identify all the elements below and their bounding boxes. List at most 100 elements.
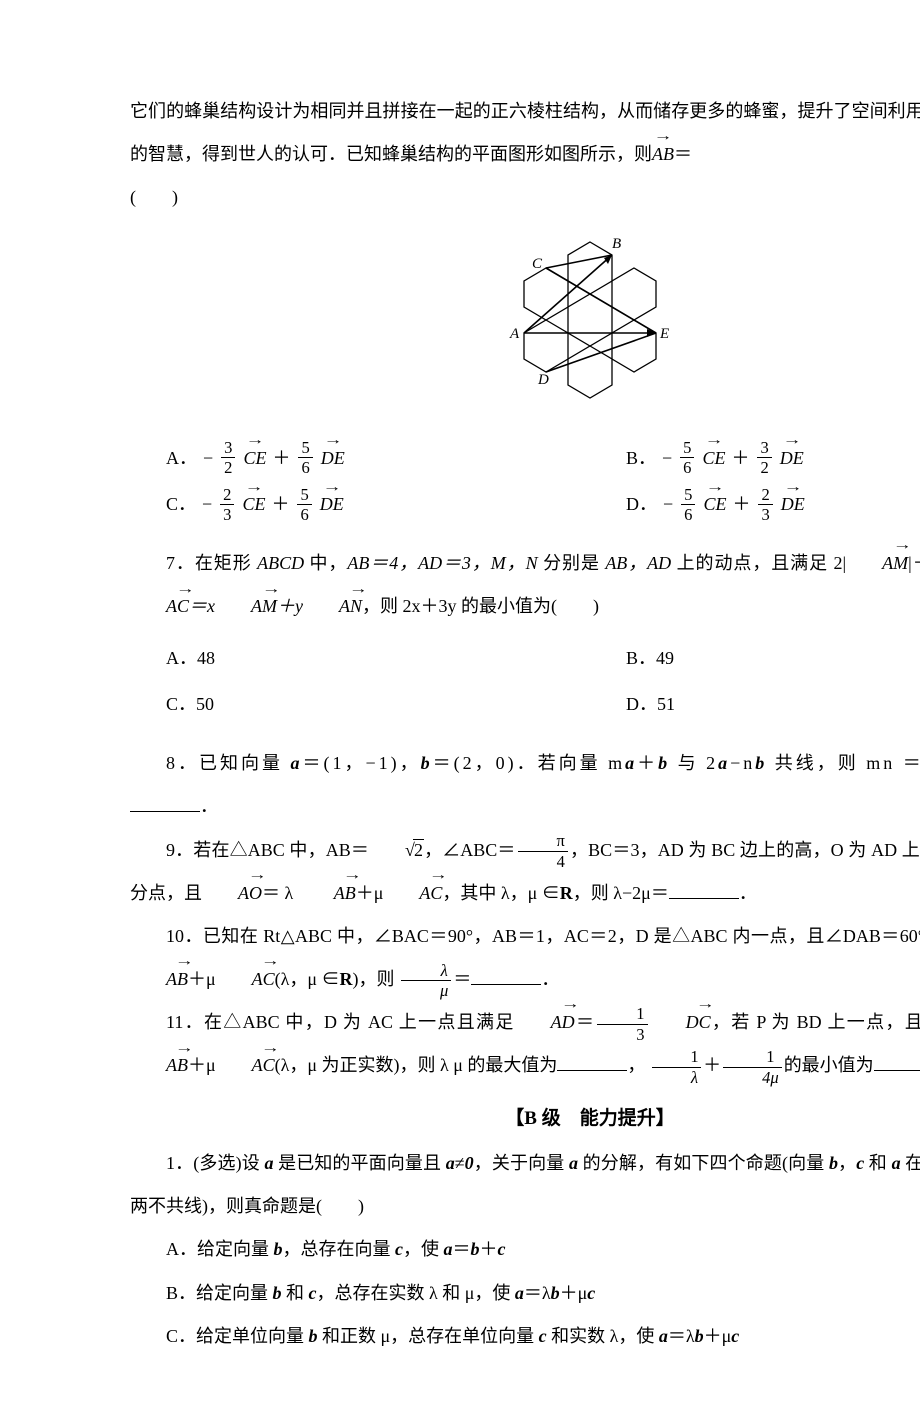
lbl-D: D xyxy=(537,372,549,388)
t: ＋ xyxy=(480,1239,498,1259)
c: c xyxy=(309,1283,317,1303)
a: a xyxy=(659,1326,668,1346)
t: ＝(1，−1)， xyxy=(303,753,421,773)
v: AD xyxy=(551,1012,575,1032)
frac: 23 xyxy=(220,486,234,524)
opt-lead: D． xyxy=(626,481,657,528)
t: ，总存在实数 λ 和 μ，使 xyxy=(317,1283,515,1303)
v: AC xyxy=(166,596,189,616)
q11-stem: 11．在△ABC 中，D 为 AC 上一点且满足AD＝13DC，若 P 为 BD… xyxy=(130,1001,920,1087)
n: π xyxy=(521,832,565,850)
zero: 0 xyxy=(465,1153,474,1173)
q6-text: 它们的蜂巢结构设计为相同并且拼接在一起的正六棱柱结构，从而储存更多的蜂蜜，提升了… xyxy=(130,101,920,164)
b1-stem: 1．(多选)设 a 是已知的平面向量且 a≠0，关于向量 a 的分解，有如下四个… xyxy=(130,1142,920,1228)
t: ，∠ABC＝ xyxy=(424,840,516,860)
lbl-E: E xyxy=(659,326,669,342)
answer-blank xyxy=(130,792,200,812)
v: CE xyxy=(702,448,725,468)
t: ，使 xyxy=(403,1239,444,1259)
t: ＝λ xyxy=(524,1283,551,1303)
t: 的分解，有如下四个命题(向量 xyxy=(578,1153,829,1173)
t: ，其中 λ，μ ∈ xyxy=(442,883,559,903)
n: 1 xyxy=(654,1048,698,1066)
t: ，若 P 为 BD 上一点，且满足 xyxy=(711,1012,920,1032)
n: λ xyxy=(405,962,448,980)
b1-optC: C．给定单位向量 b 和正数 μ，总存在单位向量 c 和实数 λ，使 a＝λb＋… xyxy=(130,1315,920,1358)
v: DE xyxy=(781,494,805,514)
t: 上的动点，且满足 2| xyxy=(677,553,846,573)
t: 10．已知在 Rt△ABC 中，∠BAC＝90°，AB＝1，AC＝2，D 是△A… xyxy=(166,926,920,946)
b: b xyxy=(421,753,433,773)
a: a xyxy=(515,1283,524,1303)
b: b xyxy=(551,1283,560,1303)
t: ． xyxy=(541,969,559,989)
q6-optA: A． − 32 CE ＋ 56 DE xyxy=(130,435,590,482)
t: M，N xyxy=(491,553,543,573)
vec-AD: AD xyxy=(515,1001,575,1044)
c: c xyxy=(395,1239,403,1259)
honeycomb-diagram: B C A D E xyxy=(130,228,920,421)
t: )，则 xyxy=(353,969,395,989)
b: b xyxy=(471,1239,480,1259)
d: 4 xyxy=(518,851,568,870)
d: 4μ xyxy=(723,1067,782,1086)
a: a xyxy=(718,753,730,773)
q6-paren: ( ) xyxy=(130,176,920,219)
c: c xyxy=(731,1326,739,1346)
vec: DE xyxy=(781,481,805,528)
t: −n xyxy=(730,753,755,773)
t: AB， xyxy=(605,553,647,573)
vec-AO: AO xyxy=(202,872,262,915)
v: AC xyxy=(252,1055,275,1075)
v: CE xyxy=(243,448,266,468)
d: 3 xyxy=(220,504,234,523)
opt-lead: A． xyxy=(166,435,197,482)
t: 11．在△ABC 中，D 为 AC 上一点且满足 xyxy=(166,1012,515,1032)
t: AD＝3， xyxy=(418,553,491,573)
t: ，关于向量 xyxy=(474,1153,569,1173)
vec-AC: AC xyxy=(216,958,275,1001)
v: CE xyxy=(242,494,265,514)
t: ABCD xyxy=(257,553,304,573)
lbl-B: B xyxy=(612,236,621,252)
vec-AN2: AN xyxy=(303,585,362,628)
t: ＝ xyxy=(453,969,471,989)
vec: CE xyxy=(703,481,726,528)
t: ＝λ xyxy=(668,1326,695,1346)
d: 6 xyxy=(681,504,695,523)
b: b xyxy=(658,753,670,773)
section-b-head: 【B 级 能力提升】 xyxy=(130,1104,920,1134)
v: AC xyxy=(252,969,275,989)
neg: − xyxy=(662,435,672,482)
a: a xyxy=(569,1153,578,1173)
q6-stem: 它们的蜂巢结构设计为相同并且拼接在一起的正六棱柱结构，从而储存更多的蜂蜜，提升了… xyxy=(130,90,920,176)
v: DE xyxy=(320,494,344,514)
t: 是已知的平面向量且 xyxy=(273,1153,445,1173)
t: ＝(2，0)．若向量 m xyxy=(433,753,626,773)
a: a xyxy=(291,753,303,773)
v: AM xyxy=(251,596,277,616)
n: 2 xyxy=(761,486,769,504)
t: 7．在矩形 xyxy=(166,553,257,573)
t: AD xyxy=(647,553,676,573)
frac: 56 xyxy=(681,486,695,524)
frac-1-lambda: 1λ xyxy=(652,1048,701,1086)
q9-stem: 9．若在△ABC 中，AB＝2，∠ABC＝π4，BC＝3，AD 为 BC 边上的… xyxy=(130,829,920,915)
n: 5 xyxy=(684,486,692,504)
c: c xyxy=(587,1283,595,1303)
t: ，则 2x＋3y 的最小值为( ) xyxy=(362,596,599,616)
vec-AC: AC xyxy=(130,585,189,628)
c: c xyxy=(856,1153,864,1173)
t: ，总存在向量 xyxy=(283,1239,396,1259)
answer-blank xyxy=(669,879,739,899)
t: 的最小值为 xyxy=(784,1055,874,1075)
d: 6 xyxy=(297,504,311,523)
frac-1-4mu: 14μ xyxy=(723,1048,782,1086)
q7-optA: A．48 xyxy=(130,635,590,682)
frac: 56 xyxy=(680,439,694,477)
vec-AB: AB xyxy=(298,872,356,915)
n: 5 xyxy=(683,439,691,457)
q6-optB: B． − 56 CE ＋ 32 DE xyxy=(590,435,920,482)
vec: CE xyxy=(242,481,265,528)
t: ，则 λ−2μ＝ xyxy=(573,883,669,903)
